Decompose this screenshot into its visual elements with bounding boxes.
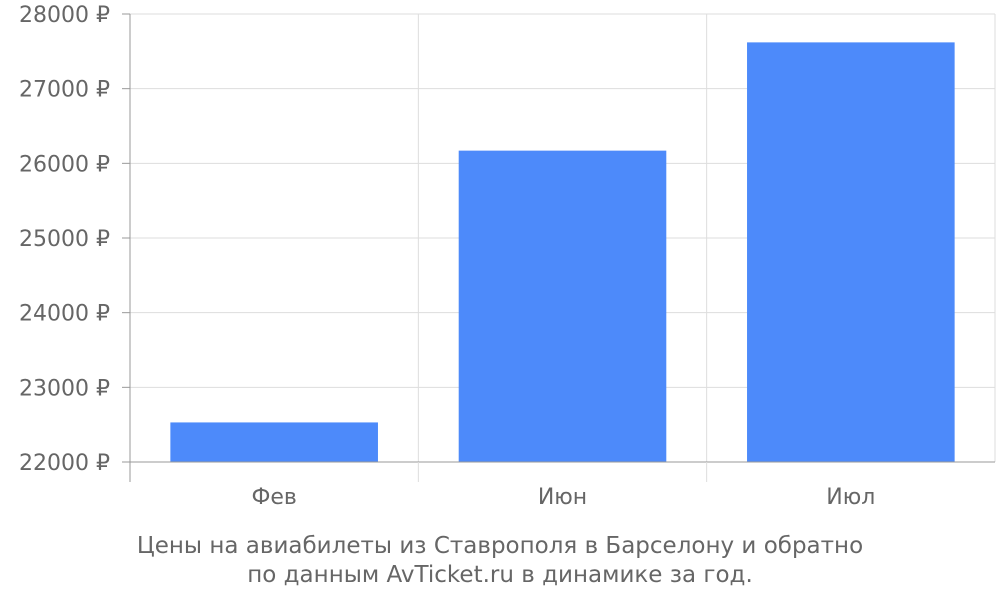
y-tick-label: 22000 ₽ — [19, 451, 110, 476]
y-tick-label: 27000 ₽ — [19, 78, 110, 103]
chart-caption-line-2: по данным AvTicket.ru в динамике за год. — [247, 562, 753, 588]
bar-Июн — [458, 150, 667, 462]
y-tick-label: 28000 ₽ — [19, 3, 110, 28]
bar-Фев — [170, 422, 378, 462]
y-tick-label: 25000 ₽ — [19, 227, 110, 252]
y-tick-label: 24000 ₽ — [19, 302, 110, 327]
chart-caption-line-1: Цены на авиабилеты из Ставрополя в Барсе… — [136, 533, 864, 559]
x-tick-label: Июн — [538, 485, 587, 510]
y-tick-label: 23000 ₽ — [19, 376, 110, 401]
x-tick-label: Фев — [251, 485, 296, 510]
bar-chart: 22000 ₽ 23000 ₽ 24000 ₽ 25000 ₽ 26000 ₽ 27000… — [19, 3, 996, 510]
x-tick-label: Июл — [826, 485, 875, 510]
y-tick-label: 26000 ₽ — [19, 152, 110, 177]
bar-Июл — [747, 42, 955, 463]
